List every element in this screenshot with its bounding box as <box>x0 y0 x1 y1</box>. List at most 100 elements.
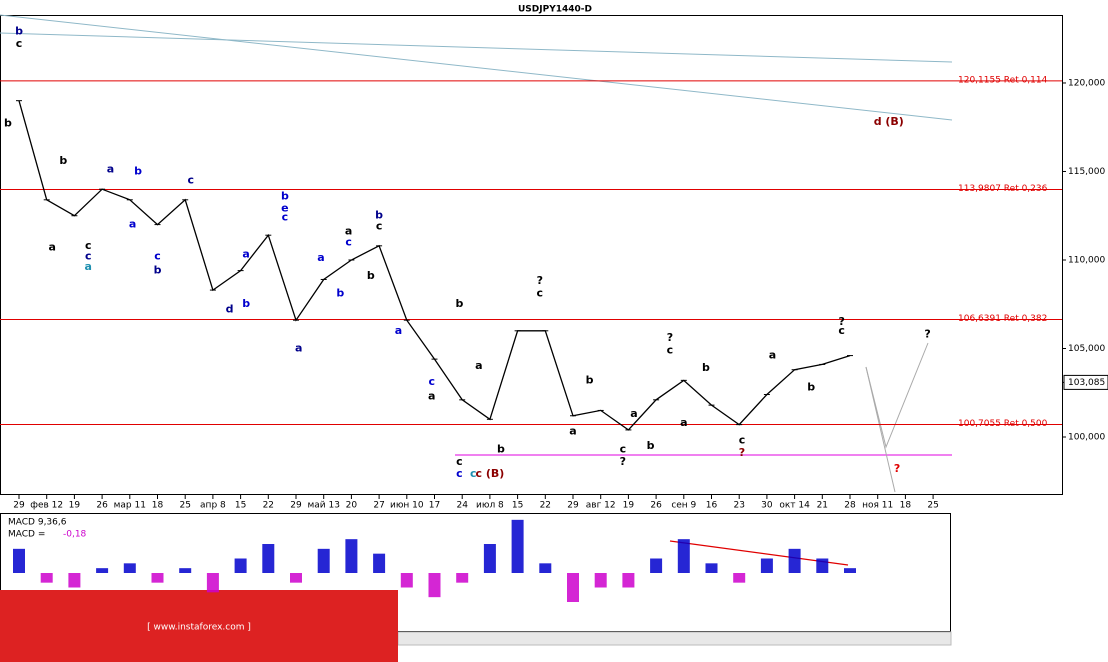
x-tick-label: 29 <box>290 501 302 511</box>
wave-label: a <box>345 225 352 238</box>
macd-bar <box>567 573 579 602</box>
wave-label: d <box>226 303 234 316</box>
watermark-box <box>0 590 398 662</box>
wave-label: c <box>620 442 627 455</box>
macd-bar <box>511 519 524 573</box>
macd-bar <box>123 563 136 573</box>
x-tick-label: 26 <box>96 501 108 511</box>
x-tick-label: 19 <box>69 501 81 511</box>
wave-label: c <box>838 324 845 337</box>
macd-bar <box>733 573 746 583</box>
x-tick-label: 27 <box>373 501 384 511</box>
wave-label: a <box>295 341 302 354</box>
macd-bar <box>206 573 219 593</box>
macd-bar <box>844 568 856 573</box>
macd-bar <box>622 573 635 588</box>
wave-label: c <box>345 235 352 248</box>
macd-bar <box>760 558 773 573</box>
x-tick-label: 19 <box>623 501 635 511</box>
macd-bar <box>373 553 386 573</box>
macd-bar <box>151 573 164 583</box>
wave-label: a <box>769 349 776 362</box>
wave-label: b <box>807 380 815 393</box>
x-tick-label: 29 <box>567 501 579 511</box>
macd-title: MACD 9,36,6 <box>8 518 67 528</box>
wave-label: ? <box>620 455 626 468</box>
wave-label: a <box>395 324 402 337</box>
level-label: 120,1155 Ret 0,114 <box>958 75 1048 85</box>
x-tick-label: 23 <box>733 501 744 511</box>
wave-label: a <box>630 407 637 420</box>
wave-label: c <box>456 455 463 468</box>
x-tick-label: фев 12 <box>30 501 63 511</box>
wave-label: b <box>336 287 344 300</box>
x-tick-label: июл 8 <box>476 501 504 511</box>
x-tick-label: 17 <box>429 501 440 511</box>
x-tick-label: апр 8 <box>200 501 226 511</box>
wave-label: b <box>59 154 67 167</box>
wave-label: a <box>242 248 249 261</box>
wave-label: c <box>282 211 289 224</box>
macd-bar <box>400 573 413 588</box>
wave-label: ? <box>667 331 673 344</box>
wave-label: b <box>586 373 594 386</box>
last-price-label: 103,085 <box>1068 378 1105 388</box>
macd-bar <box>456 573 469 583</box>
x-tick-label: 22 <box>540 501 551 511</box>
wave-label: b <box>367 269 375 282</box>
y-tick-label: 115,000 <box>1068 167 1105 177</box>
x-tick-label: авг 12 <box>586 501 616 511</box>
level-label: 113,9807 Ret 0,236 <box>958 184 1048 194</box>
hatched-strip <box>397 631 952 646</box>
wave-label: a <box>475 359 482 372</box>
projection <box>865 366 896 493</box>
y-tick-label: 120,000 <box>1068 78 1105 88</box>
wave-label: c <box>536 287 543 300</box>
x-tick-label: 15 <box>235 501 246 511</box>
level-label: 100,7055 Ret 0,500 <box>958 419 1048 429</box>
wave-label: ? <box>924 327 930 340</box>
wave-label: a <box>85 260 92 273</box>
macd-bar <box>68 573 81 588</box>
macd-bar <box>539 563 552 573</box>
wave-label: c <box>667 343 674 356</box>
macd-bar <box>345 539 358 573</box>
x-tick-label: май 13 <box>307 501 339 511</box>
macd-bar <box>40 573 53 583</box>
wave-label: a <box>107 163 114 176</box>
x-tick-label: сен 9 <box>671 501 696 511</box>
wave-label: c <box>739 434 746 447</box>
wave-label: ? <box>838 315 844 328</box>
x-tick-label: 26 <box>650 501 662 511</box>
wave-label: ? <box>537 274 543 287</box>
wave-label: a <box>680 416 687 429</box>
wave-label: c <box>85 249 92 262</box>
trend-line <box>0 14 953 121</box>
level-label: 106,6391 Ret 0,382 <box>958 314 1047 324</box>
x-tick-label: ноя 11 <box>862 501 893 511</box>
x-tick-label: 24 <box>456 501 468 511</box>
wave-label: a <box>569 425 576 438</box>
x-tick-label: 16 <box>706 501 718 511</box>
macd-bar <box>816 558 829 573</box>
macd-bar <box>262 544 275 573</box>
wave-label: c <box>456 467 463 480</box>
wave-label: c <box>187 173 194 186</box>
wave-label: c <box>376 219 383 232</box>
last-price-box <box>1063 374 1108 390</box>
x-tick-label: 22 <box>263 501 274 511</box>
x-tick-label: 20 <box>346 501 358 511</box>
wave-label: c <box>16 37 23 50</box>
wave-label: ? <box>739 446 745 459</box>
macd-bar <box>705 563 718 573</box>
x-tick-label: 18 <box>152 501 164 511</box>
macd-bar <box>788 548 801 573</box>
wave-label: c <box>428 375 435 388</box>
wave-label: b <box>281 189 289 202</box>
macd-bar <box>428 573 441 598</box>
x-tick-label: 25 <box>179 501 190 511</box>
wave-label: d (B) <box>874 115 904 128</box>
y-tick-label: 105,000 <box>1068 344 1105 354</box>
x-tick-label: 18 <box>900 501 912 511</box>
wave-label: a <box>317 251 324 264</box>
